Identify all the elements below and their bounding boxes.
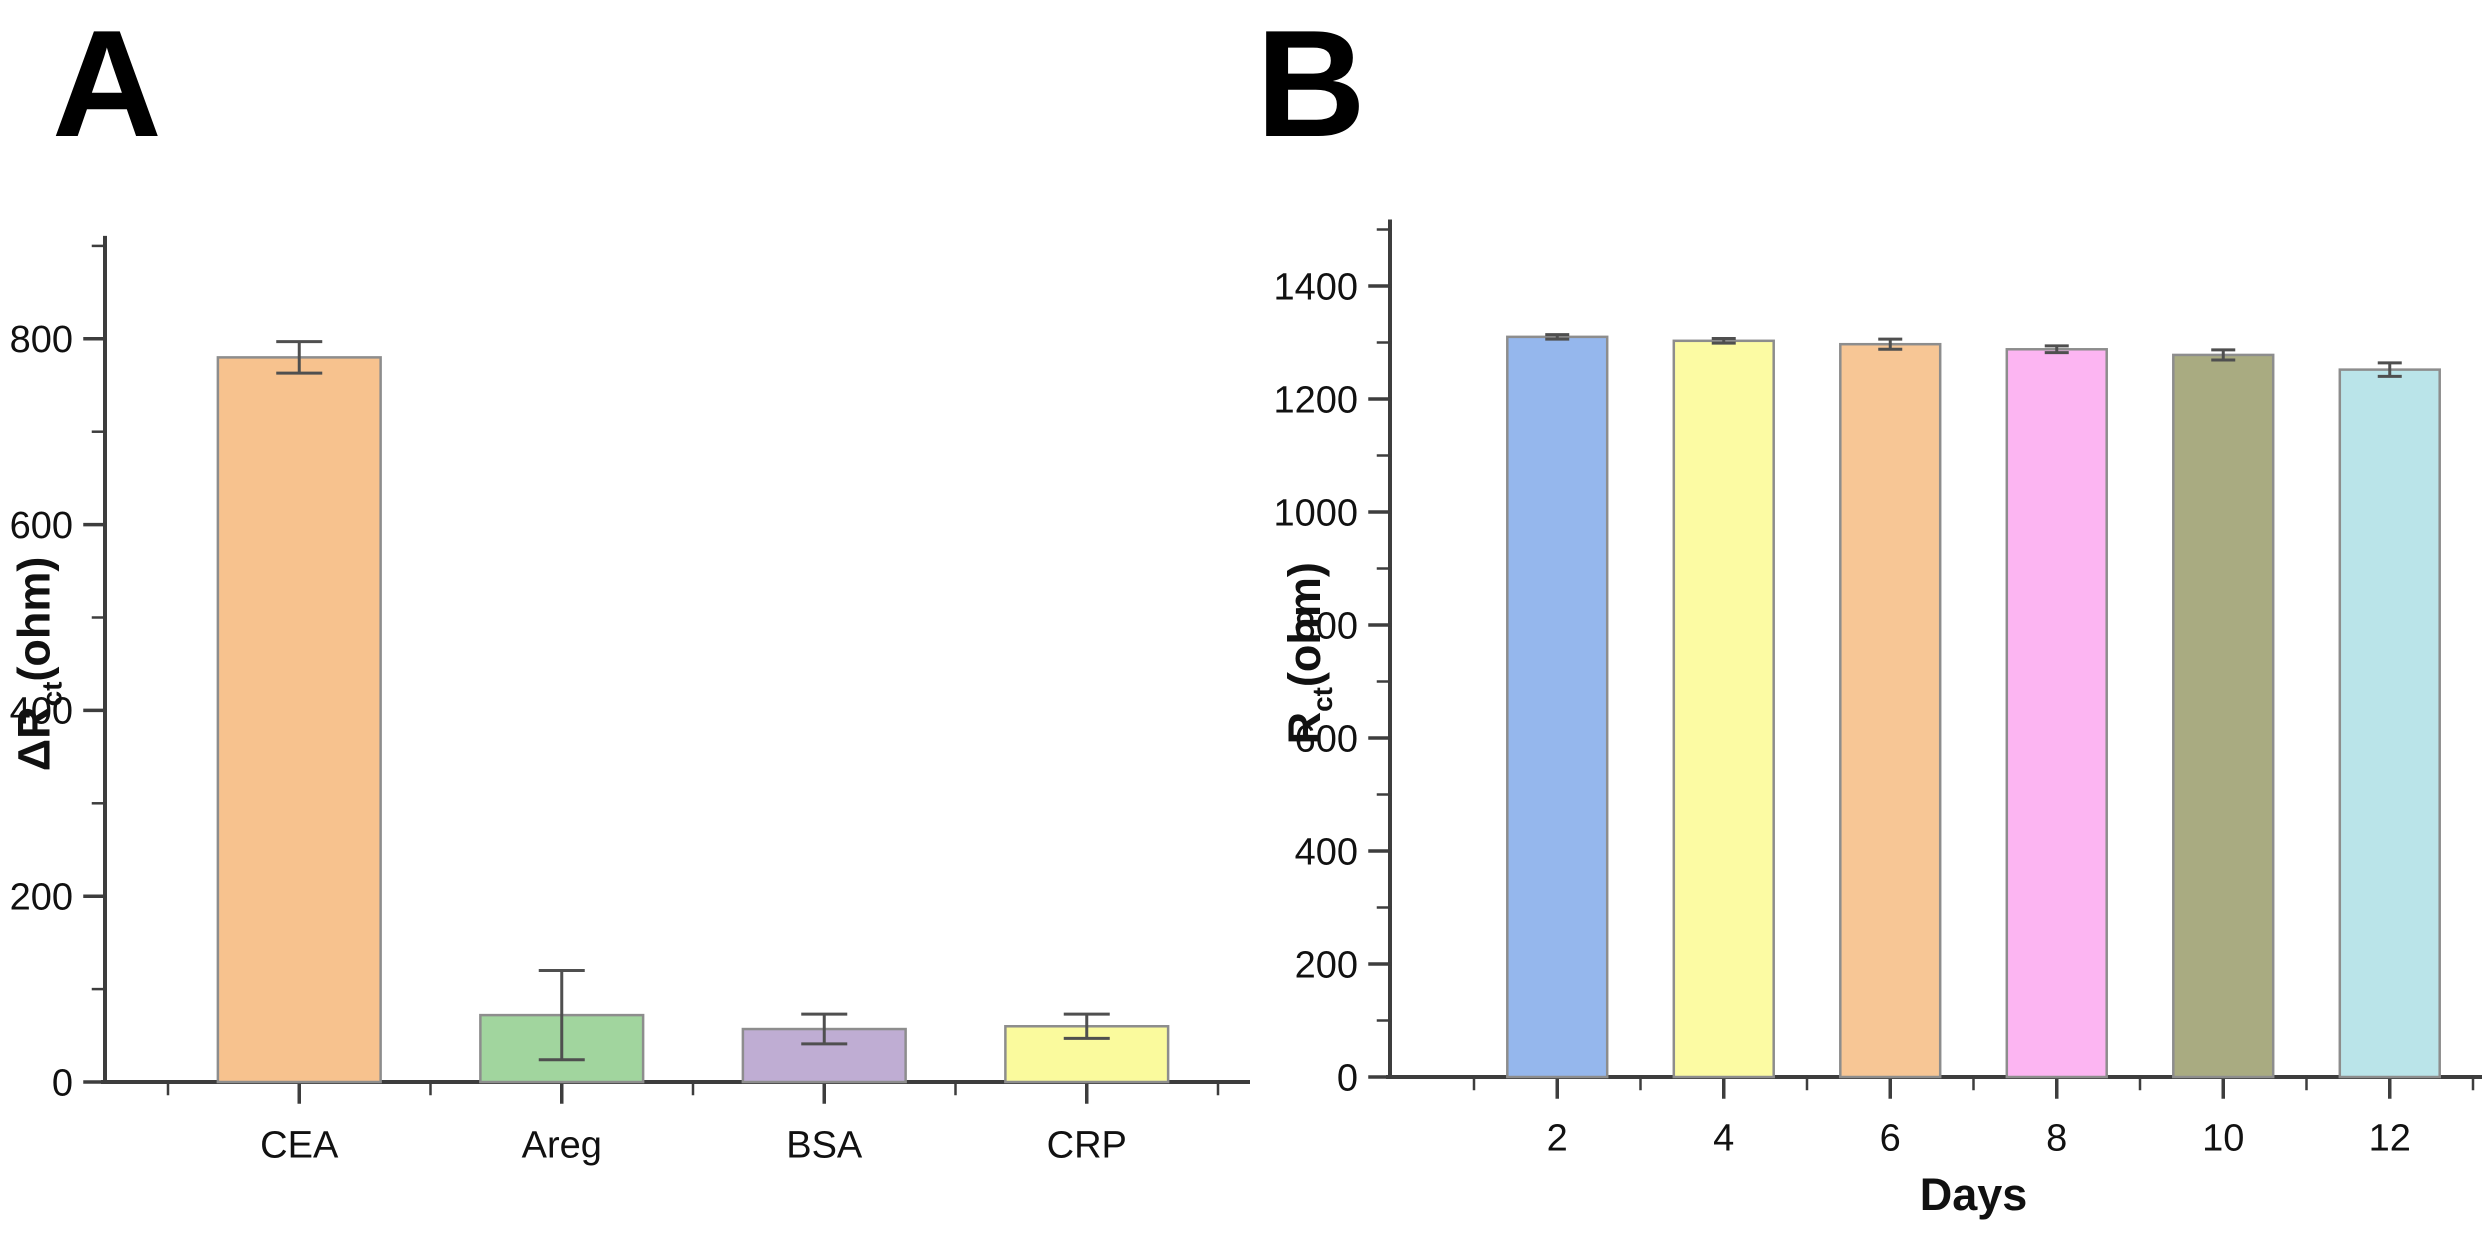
y-tick-label: 800 <box>1295 605 1358 647</box>
x-tick-label: Areg <box>522 1124 602 1166</box>
y-tick-label: 200 <box>1295 944 1358 986</box>
bar <box>2172 353 2275 1079</box>
panel-a-label: A <box>52 0 162 169</box>
y-tick-label: 1200 <box>1273 379 1358 421</box>
x-tick-label: 2 <box>1547 1117 1568 1159</box>
y-tick-label: 1400 <box>1273 266 1358 308</box>
y-axis <box>83 235 107 1084</box>
x-tick-label: 12 <box>2369 1117 2411 1159</box>
bar <box>1506 335 1609 1079</box>
y-tick-label: 400 <box>10 691 73 733</box>
x-tick-label: CRP <box>1047 1124 1127 1166</box>
y-tick-label: 0 <box>52 1062 73 1104</box>
x-axis-title: Days <box>1920 1169 2028 1220</box>
panel-a-bar-chart: 0 200 400 600 800 CEA Areg BSA CRP ΔRct(ohm) <box>0 130 1260 1236</box>
bar <box>2338 368 2441 1079</box>
y-tick-label: 400 <box>1295 831 1358 873</box>
y-axis-title: Rct(ohm) <box>1279 562 1338 744</box>
bars <box>1506 335 2441 1079</box>
x-tick-labels: 2 4 6 8 10 12 <box>1547 1117 2411 1159</box>
bar <box>216 356 382 1084</box>
y-tick-label: 600 <box>10 505 73 547</box>
error-bars <box>1545 333 2402 378</box>
x-tick-label: 6 <box>1880 1117 1901 1159</box>
x-tick-label: 4 <box>1713 1117 1734 1159</box>
y-tick-labels: 0 200 400 600 800 <box>10 319 73 1104</box>
y-tick-label: 200 <box>10 877 73 919</box>
y-tick-label: 600 <box>1295 718 1358 760</box>
bar <box>1672 339 1775 1079</box>
x-axis <box>1386 1075 2482 1099</box>
x-tick-label: CEA <box>260 1124 339 1166</box>
bar-chart-svg: 0 200 400 600 800 CEA Areg BSA CRP ΔRct(ohm) <box>9 235 1250 1166</box>
y-axis-title: ΔRct(ohm) <box>9 557 68 772</box>
x-tick-label: BSA <box>786 1124 863 1166</box>
y-axis <box>1368 219 1392 1079</box>
panel-b-bar-chart: 0 200 400 600 800 1000 1200 1400 2 4 6 8 10 12 Rct(ohm… <box>1260 130 2490 1236</box>
x-tick-label: 8 <box>2046 1117 2067 1159</box>
error-bars <box>276 340 1110 1062</box>
x-tick-labels: CEA Areg BSA CRP <box>260 1124 1127 1166</box>
bar <box>1839 342 1942 1079</box>
y-tick-labels: 0 200 400 600 800 1000 1200 1400 <box>1273 266 1358 1099</box>
bar <box>2005 348 2108 1079</box>
y-tick-label: 1000 <box>1273 492 1358 534</box>
x-tick-label: 10 <box>2202 1117 2244 1159</box>
bar-chart-svg: 0 200 400 600 800 1000 1200 1400 2 4 6 8 10 12 Rct(ohm… <box>1273 219 2482 1220</box>
y-tick-label: 0 <box>1337 1057 1358 1099</box>
y-tick-label: 800 <box>10 319 73 361</box>
panel-b-label: B <box>1256 0 1366 169</box>
bars <box>216 356 1170 1084</box>
x-axis <box>101 1080 1250 1104</box>
